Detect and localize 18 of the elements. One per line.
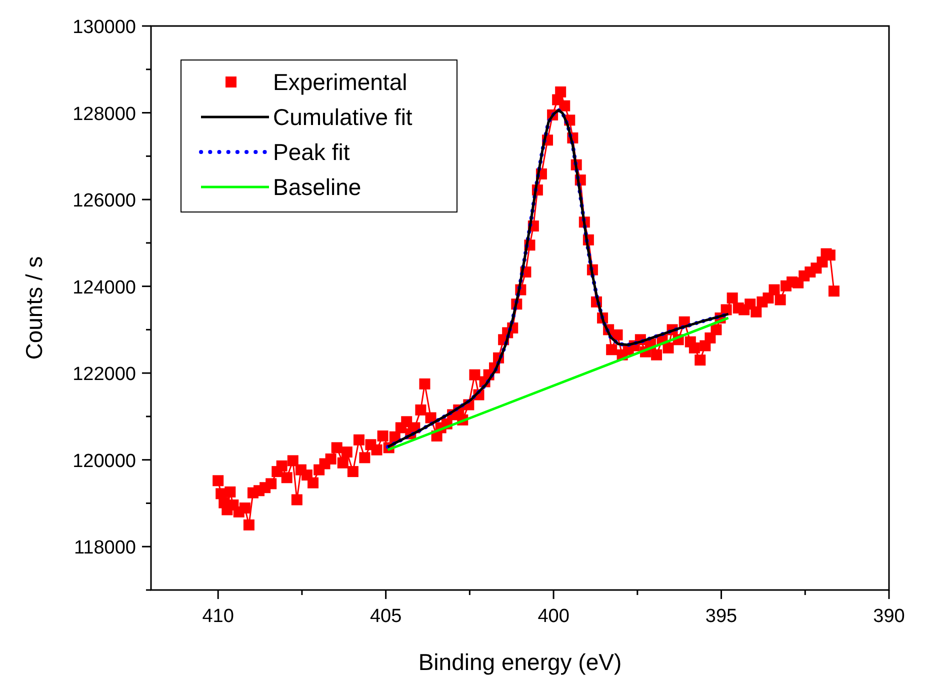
x-tick-label: 395 bbox=[705, 606, 738, 627]
y-tick-label: 124000 bbox=[72, 277, 136, 298]
legend-label: Peak fit bbox=[273, 139, 350, 165]
y-tick-label: 118000 bbox=[74, 538, 136, 559]
y-tick-label: 126000 bbox=[72, 190, 136, 212]
legend-label: Cumulative fit bbox=[273, 104, 413, 130]
y-tick-label: 130000 bbox=[72, 17, 136, 38]
y-tick-label: 128000 bbox=[72, 104, 136, 125]
x-tick-label: 410 bbox=[202, 606, 234, 627]
x-axis-title: Binding energy (eV) bbox=[418, 649, 622, 675]
y-axis-title: Counts / s bbox=[21, 256, 47, 360]
x-tick-label: 405 bbox=[370, 606, 402, 627]
y-tick-label: 120000 bbox=[72, 450, 136, 472]
legend-label: Experimental bbox=[273, 69, 408, 95]
x-tick-label: 390 bbox=[873, 606, 905, 627]
x-tick-label: 400 bbox=[538, 606, 570, 627]
legend-label: Baseline bbox=[273, 174, 362, 200]
y-tick-label: 122000 bbox=[72, 364, 136, 386]
